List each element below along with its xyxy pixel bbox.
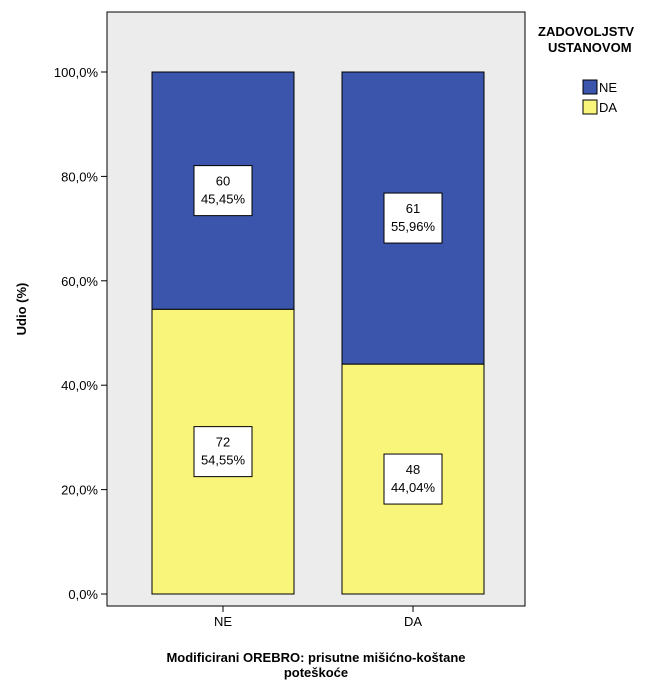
- data-label-count: 60: [216, 174, 230, 189]
- x-tick-label: NE: [214, 614, 232, 629]
- legend-label-da: DA: [599, 100, 617, 115]
- y-axis-title: Udio (%): [14, 283, 29, 336]
- y-tick-label: 20,0%: [61, 483, 98, 498]
- axes-group: 0,0% 20,0% 40,0% 60,0% 80,0% 100,0% NE DA: [54, 65, 422, 629]
- data-label-count: 72: [216, 435, 230, 450]
- y-tick-label: 60,0%: [61, 274, 98, 289]
- x-axis-title-line-1: Modificirani OREBRO: prisutne mišićno-ko…: [166, 650, 465, 665]
- x-axis-title-line-2: poteškoće: [284, 665, 348, 680]
- legend-swatch-da: [582, 99, 598, 115]
- data-label-percent: 45,45%: [201, 192, 246, 207]
- legend-swatch-ne: [582, 79, 598, 95]
- data-label-box: [193, 165, 253, 217]
- data-label-count: 48: [406, 462, 420, 477]
- x-tick-label: DA: [404, 614, 422, 629]
- data-label-count: 61: [406, 201, 420, 216]
- data-label-box: [193, 426, 253, 478]
- data-label-percent: 55,96%: [391, 219, 436, 234]
- data-label-percent: 44,04%: [391, 480, 436, 495]
- y-tick-label: 40,0%: [61, 378, 98, 393]
- legend-title-line-1: ZADOVOLJSTV: [538, 24, 634, 39]
- data-label-percent: 54,55%: [201, 453, 246, 468]
- y-tick-label: 80,0%: [61, 169, 98, 184]
- data-label-box: [383, 453, 443, 505]
- y-tick-label: 0,0%: [68, 587, 98, 602]
- legend-title-line-2: USTANOVOM: [548, 40, 632, 55]
- legend-label-ne: NE: [599, 80, 617, 95]
- data-label-box: [383, 192, 443, 244]
- y-tick-label: 100,0%: [54, 65, 99, 80]
- data-labels-group: 72 54,55% 60 45,45% 48 44,04% 61 55,96%: [193, 165, 443, 505]
